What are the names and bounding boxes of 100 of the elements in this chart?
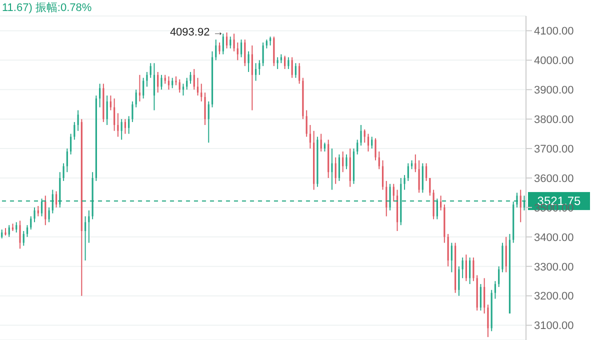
candlestick xyxy=(346,154,348,170)
candlestick xyxy=(425,162,428,182)
candlestick xyxy=(120,118,122,140)
y-tick-label: 4100.00 xyxy=(534,26,574,38)
candlestick xyxy=(338,154,340,182)
candlestick xyxy=(520,189,522,223)
candlestick xyxy=(288,56,290,70)
candlestick xyxy=(276,56,278,70)
candlestick xyxy=(135,89,137,108)
candlestick xyxy=(146,71,148,88)
candlestick xyxy=(480,284,482,312)
y-tick-label: 4000.00 xyxy=(534,55,574,68)
candlestick xyxy=(331,148,333,190)
candlestick xyxy=(502,242,504,273)
candlestick xyxy=(291,56,293,78)
annotation: 4093.92 → xyxy=(170,26,224,39)
candlestick xyxy=(124,118,126,134)
candlestick xyxy=(153,62,156,111)
candlestick xyxy=(404,174,406,190)
candlestick xyxy=(349,148,351,188)
candlestick xyxy=(422,162,424,194)
candlestick xyxy=(138,74,141,102)
candlestick xyxy=(66,148,68,173)
candlestick xyxy=(371,136,373,150)
candlestick xyxy=(62,162,64,182)
candlestick xyxy=(77,110,79,132)
candlestick xyxy=(215,39,217,61)
candlestick xyxy=(182,83,184,96)
candlestick xyxy=(55,190,58,208)
candlestick xyxy=(37,205,39,217)
candlestick xyxy=(254,62,257,82)
candlestick xyxy=(472,257,474,282)
candlestick xyxy=(236,42,238,61)
y-tick-label: 3400.00 xyxy=(534,232,574,244)
candlestick xyxy=(494,280,496,300)
y-tick-label: 3600.00 xyxy=(534,172,574,185)
candlestick xyxy=(157,71,159,94)
candlestick xyxy=(487,304,489,338)
candlestick xyxy=(74,122,76,140)
candlestick xyxy=(106,95,108,126)
candlestick xyxy=(382,160,384,190)
candlestick xyxy=(262,42,264,67)
candlestick xyxy=(48,206,50,223)
candlestick xyxy=(364,128,366,144)
candlestick xyxy=(44,195,46,226)
candlestick xyxy=(208,100,210,144)
candlestick xyxy=(22,230,24,246)
candlestick xyxy=(389,183,391,211)
candlestick xyxy=(190,71,192,84)
text: 11.67) 振幅:0.78% xyxy=(2,1,92,15)
candlestick xyxy=(193,68,195,90)
candlestick xyxy=(298,62,300,84)
candlestick xyxy=(230,36,232,49)
candlestick xyxy=(258,60,260,76)
candlestick xyxy=(429,178,431,196)
candlestick xyxy=(110,95,112,111)
candlestick xyxy=(244,39,246,67)
candlestick xyxy=(505,236,507,273)
candlestick xyxy=(222,33,224,55)
candlestick xyxy=(469,257,471,285)
candlestick xyxy=(70,133,72,155)
candlestick xyxy=(306,110,308,138)
candlestick xyxy=(132,100,134,123)
candlestick xyxy=(284,55,286,70)
candlestick xyxy=(150,62,152,78)
candlestick xyxy=(16,222,18,233)
y-tick-label: 3800.00 xyxy=(534,114,574,126)
candlestick xyxy=(458,266,460,296)
candlestick xyxy=(196,77,199,96)
y-tick-label: 3300.00 xyxy=(534,261,574,274)
candlestick xyxy=(8,224,10,238)
candlestick xyxy=(200,83,202,102)
candlestick xyxy=(334,156,336,184)
candlestick xyxy=(84,216,86,261)
candlestick xyxy=(204,92,206,126)
candlestick xyxy=(436,198,438,220)
candlestick xyxy=(117,112,119,138)
candlestick xyxy=(251,44,253,111)
candlestick xyxy=(440,195,442,211)
y-tick-label: 3900.00 xyxy=(534,84,574,97)
candlestick xyxy=(320,133,322,152)
y-tick-label: 3200.00 xyxy=(534,290,574,303)
candlestick xyxy=(386,180,388,217)
candlestick xyxy=(142,77,144,99)
candlestick xyxy=(248,50,250,72)
candlestick xyxy=(418,160,420,194)
candlestick xyxy=(30,216,32,230)
candlestick xyxy=(233,33,235,52)
candlestick xyxy=(114,98,116,132)
candlestick xyxy=(407,162,409,182)
y-tick-label: 3700.00 xyxy=(534,143,574,156)
candlestick xyxy=(34,206,36,223)
candlestick xyxy=(294,62,296,78)
candlestick xyxy=(40,198,43,217)
candlestick xyxy=(462,257,464,279)
candlestick xyxy=(465,254,467,282)
candlestick xyxy=(160,74,162,90)
candlestick xyxy=(498,266,500,288)
candlestick xyxy=(516,192,518,208)
candlestick xyxy=(447,233,449,267)
